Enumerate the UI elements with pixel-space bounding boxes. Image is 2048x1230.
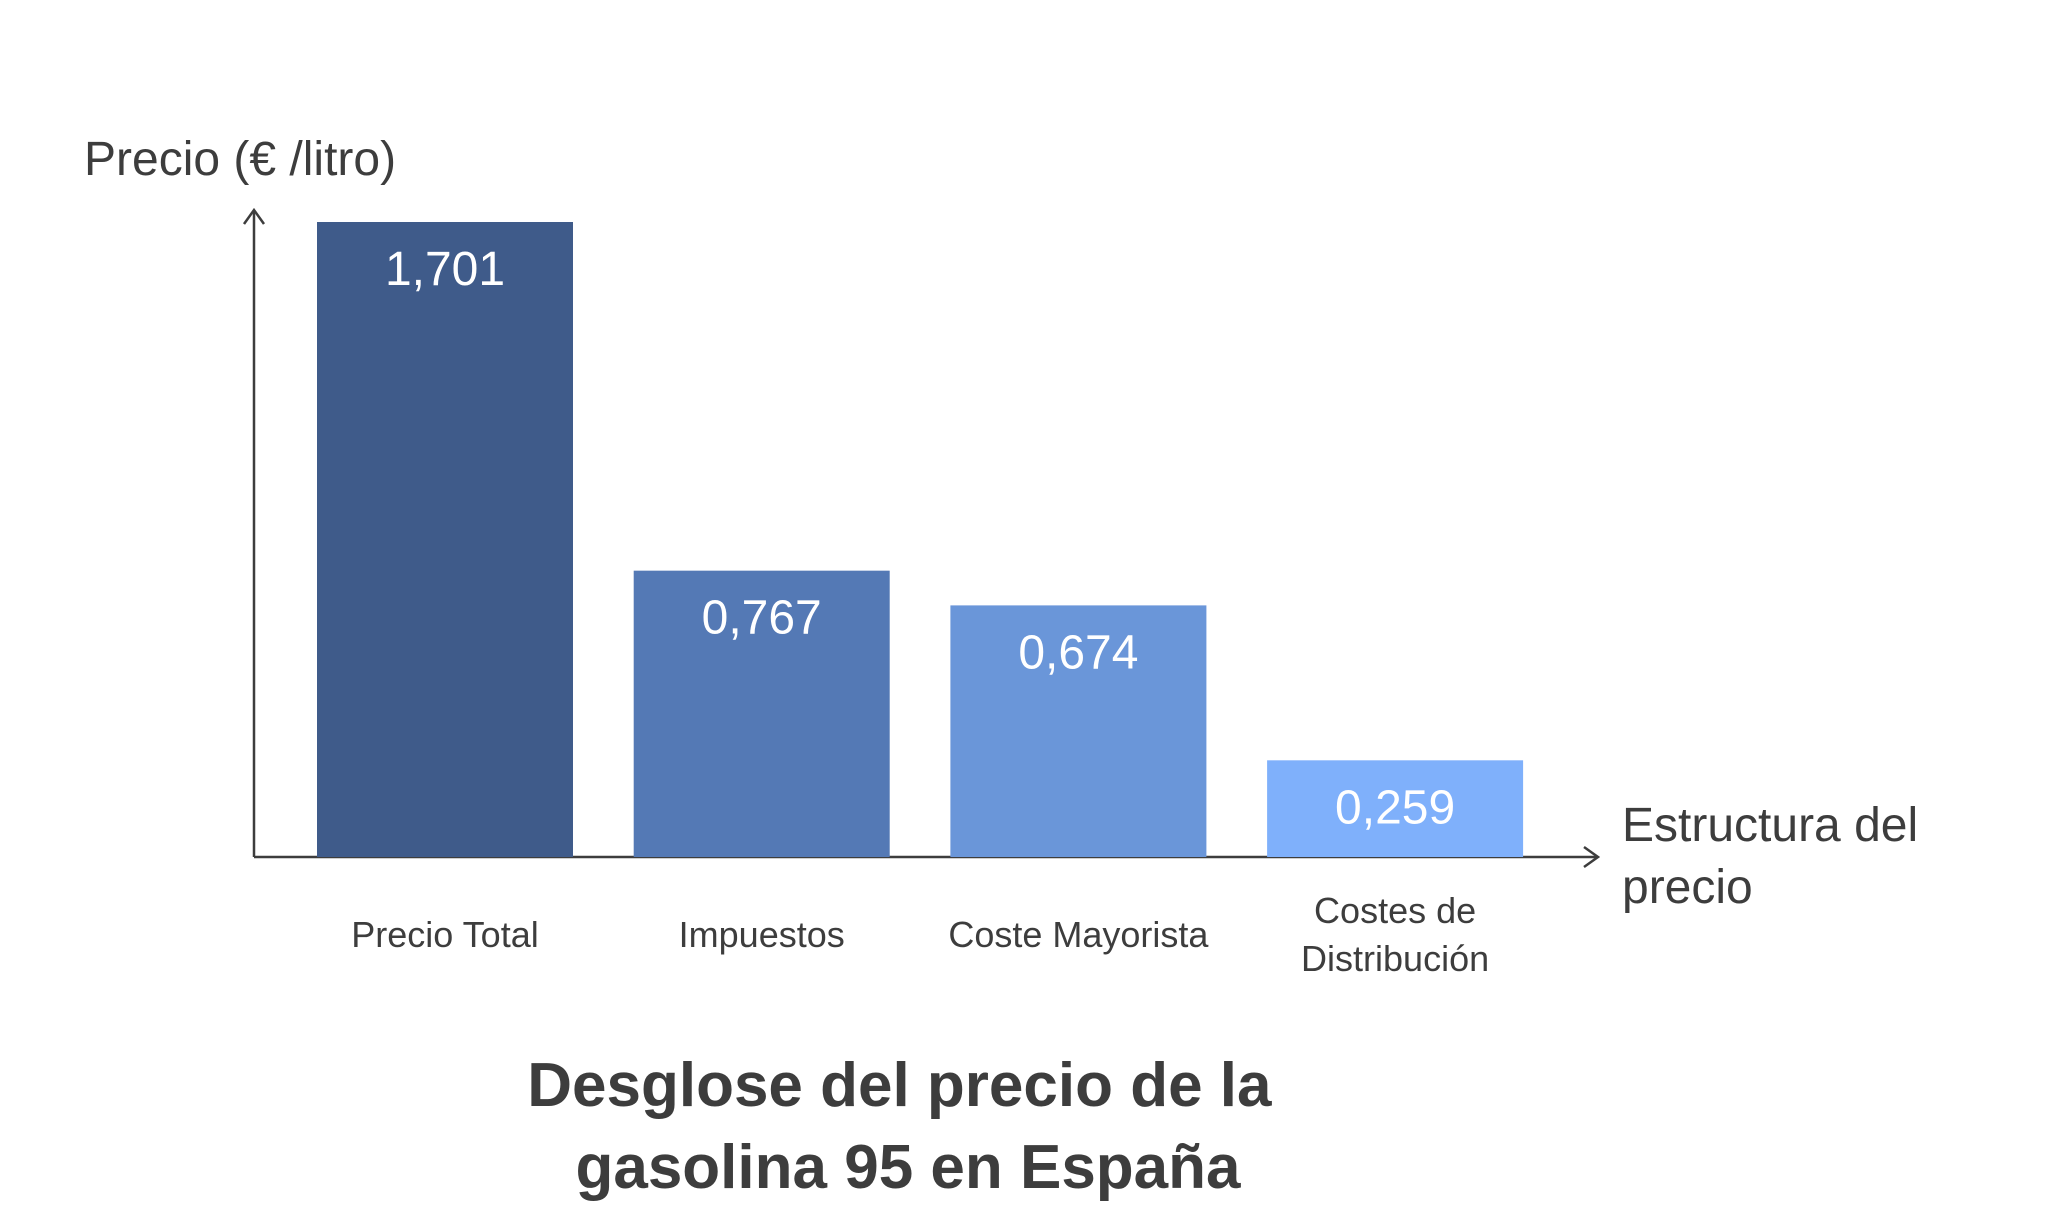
bar-value-label-3: 0,259 (1335, 781, 1455, 834)
bar-3 (1267, 760, 1524, 857)
category-label-3: Costes de Distribución (1301, 890, 1489, 979)
category-label-3-line-1: Distribución (1301, 938, 1489, 979)
category-label-2: Coste Mayorista (948, 914, 1209, 955)
category-label-group: Precio Total Impuestos Coste Mayorista Cost… (351, 890, 1489, 979)
bar-value-label-2: 0,674 (1018, 626, 1138, 679)
chart-title: Desglose del precio de la gasolina 95 en… (527, 1051, 1289, 1202)
chart-title-line-1: Desglose del precio de la (527, 1051, 1272, 1120)
bar-group (317, 222, 1524, 857)
y-axis-arrowhead (242, 207, 266, 225)
value-label-group: 1,701 0,767 0,674 0,259 (385, 243, 1455, 834)
x-axis-arrowhead (1583, 845, 1601, 869)
category-label-0-line-0: Precio Total (351, 914, 538, 955)
category-label-2-line-0: Coste Mayorista (948, 914, 1209, 955)
category-label-0: Precio Total (351, 914, 538, 955)
category-label-3-line-0: Costes de (1314, 890, 1476, 931)
category-label-1-line-0: Impuestos (679, 914, 845, 955)
x-axis-label: Estructura del precio (1622, 799, 1931, 914)
bar-0 (317, 222, 573, 857)
x-axis-label-line-2: precio (1622, 861, 1753, 914)
bar-value-label-0: 1,701 (385, 243, 505, 296)
category-label-1: Impuestos (679, 914, 845, 955)
bar-1 (633, 570, 890, 857)
y-axis-label: Precio (€ /litro) (84, 133, 396, 186)
bar-value-label-1: 0,767 (702, 592, 822, 645)
x-axis-label-line-1: Estructura del (1622, 799, 1918, 852)
bar-2 (950, 605, 1207, 857)
chart-title-line-2: gasolina 95 en España (575, 1133, 1241, 1202)
